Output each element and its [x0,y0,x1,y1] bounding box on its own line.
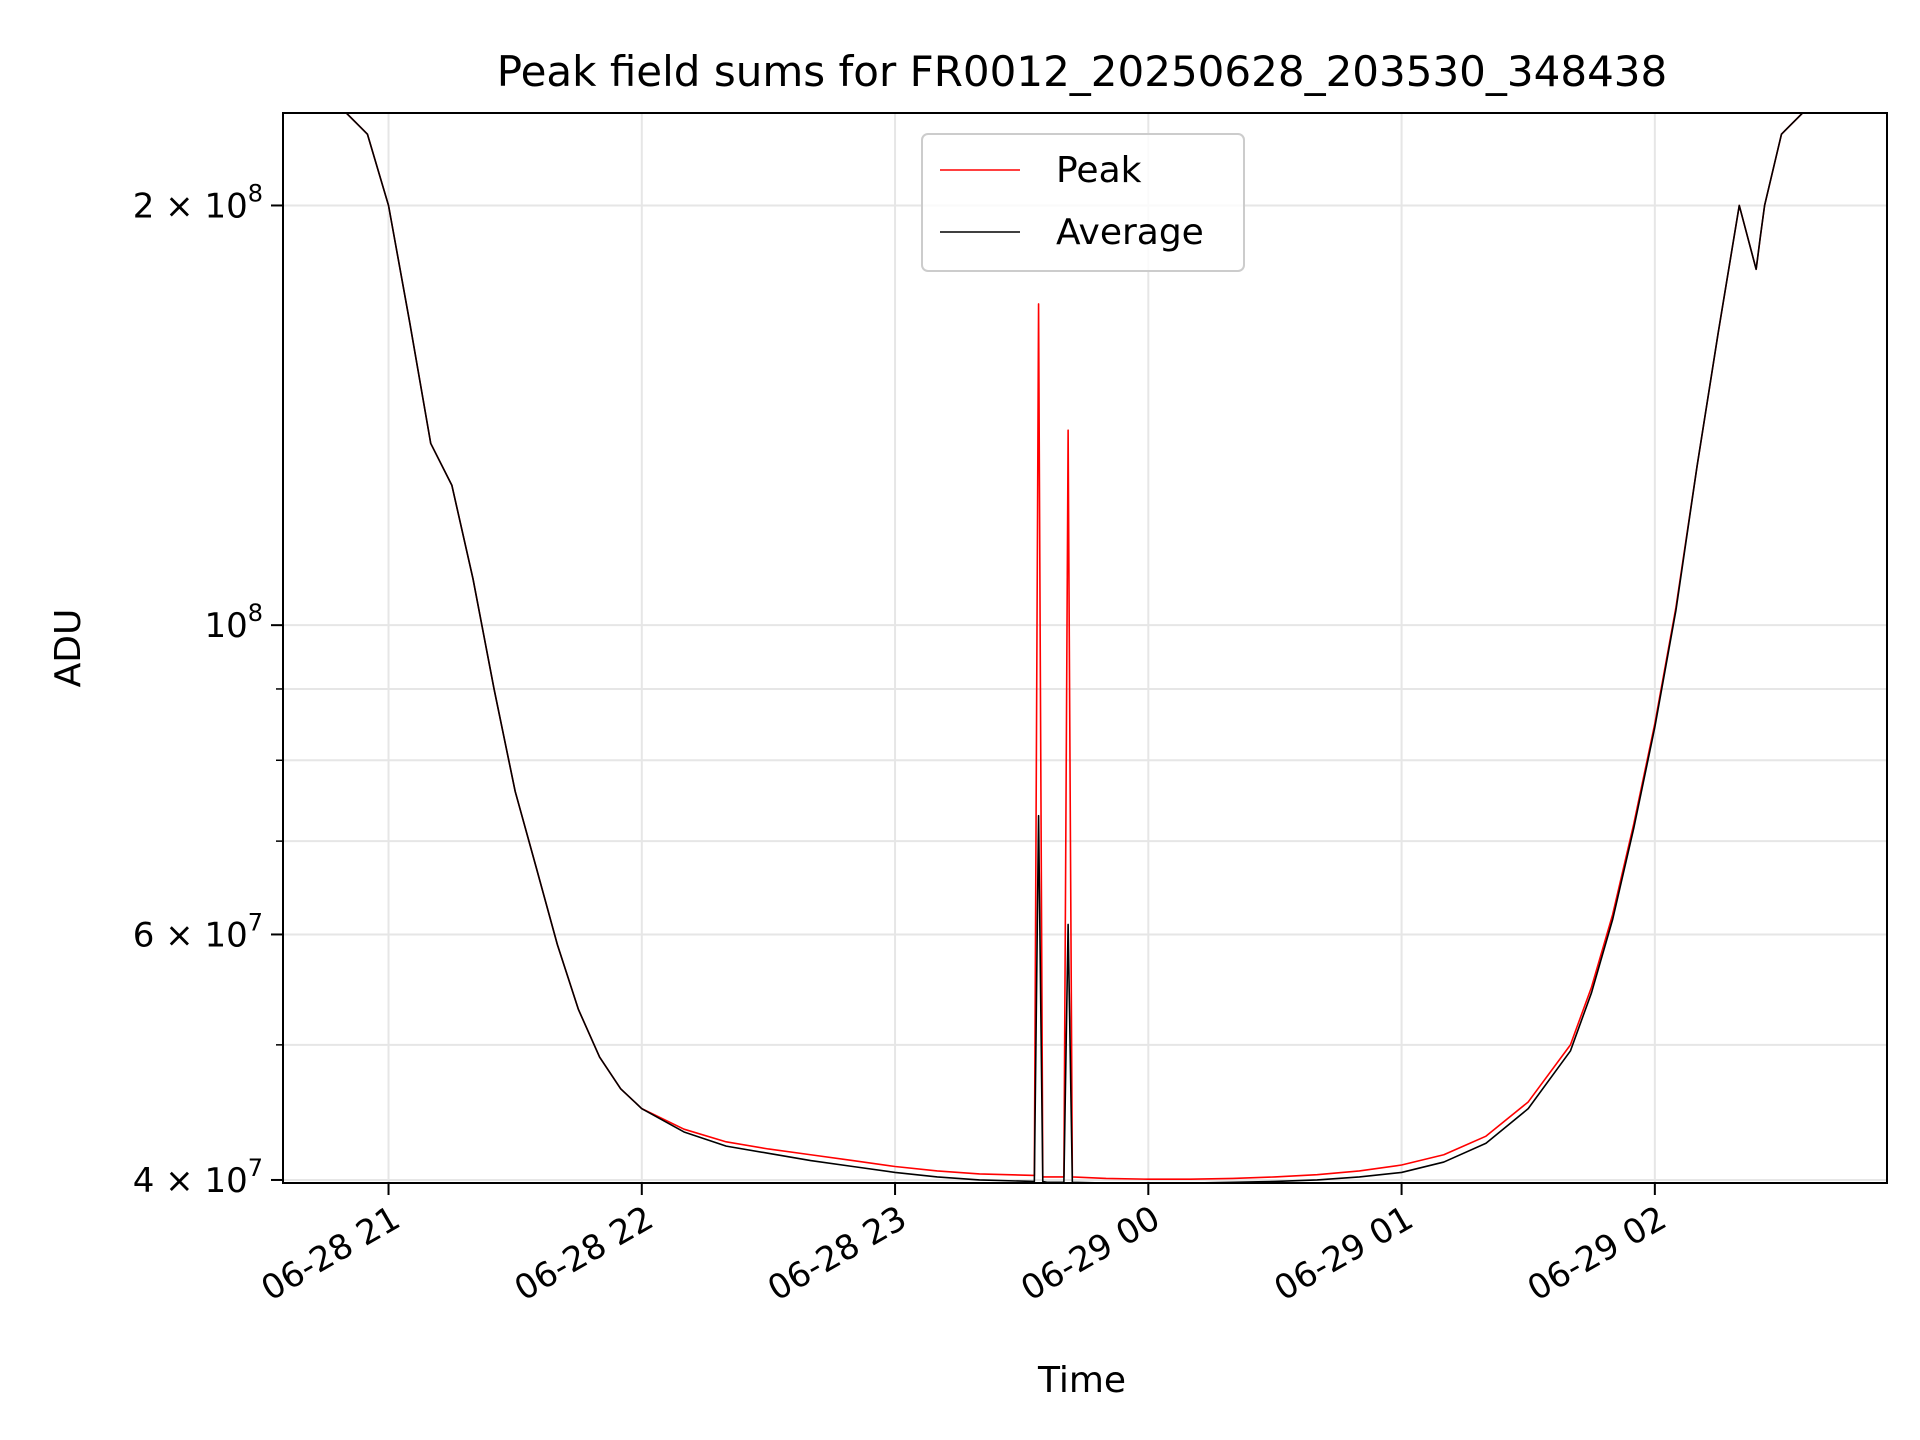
y-tick-label-3: 2 × 108 [133,179,263,226]
y-axis-label: ADU [48,609,89,688]
y-axis-ticks: 4 × 107 6 × 107 108 2 × 108 [133,179,283,1201]
y-tick-label-2: 108 [204,599,263,646]
chart-title: Peak field sums for FR0012_20250628_2035… [497,47,1667,96]
y-tick-label-1: 6 × 107 [133,908,263,955]
legend-label-peak: Peak [1056,150,1142,191]
y-tick-label-0: 4 × 107 [133,1154,263,1201]
legend-label-average: Average [1056,212,1204,253]
legend: Peak Average [921,133,1245,272]
plot-frame [282,112,1888,1184]
legend-box [921,133,1245,272]
x-axis-label: Time [1037,1360,1126,1401]
